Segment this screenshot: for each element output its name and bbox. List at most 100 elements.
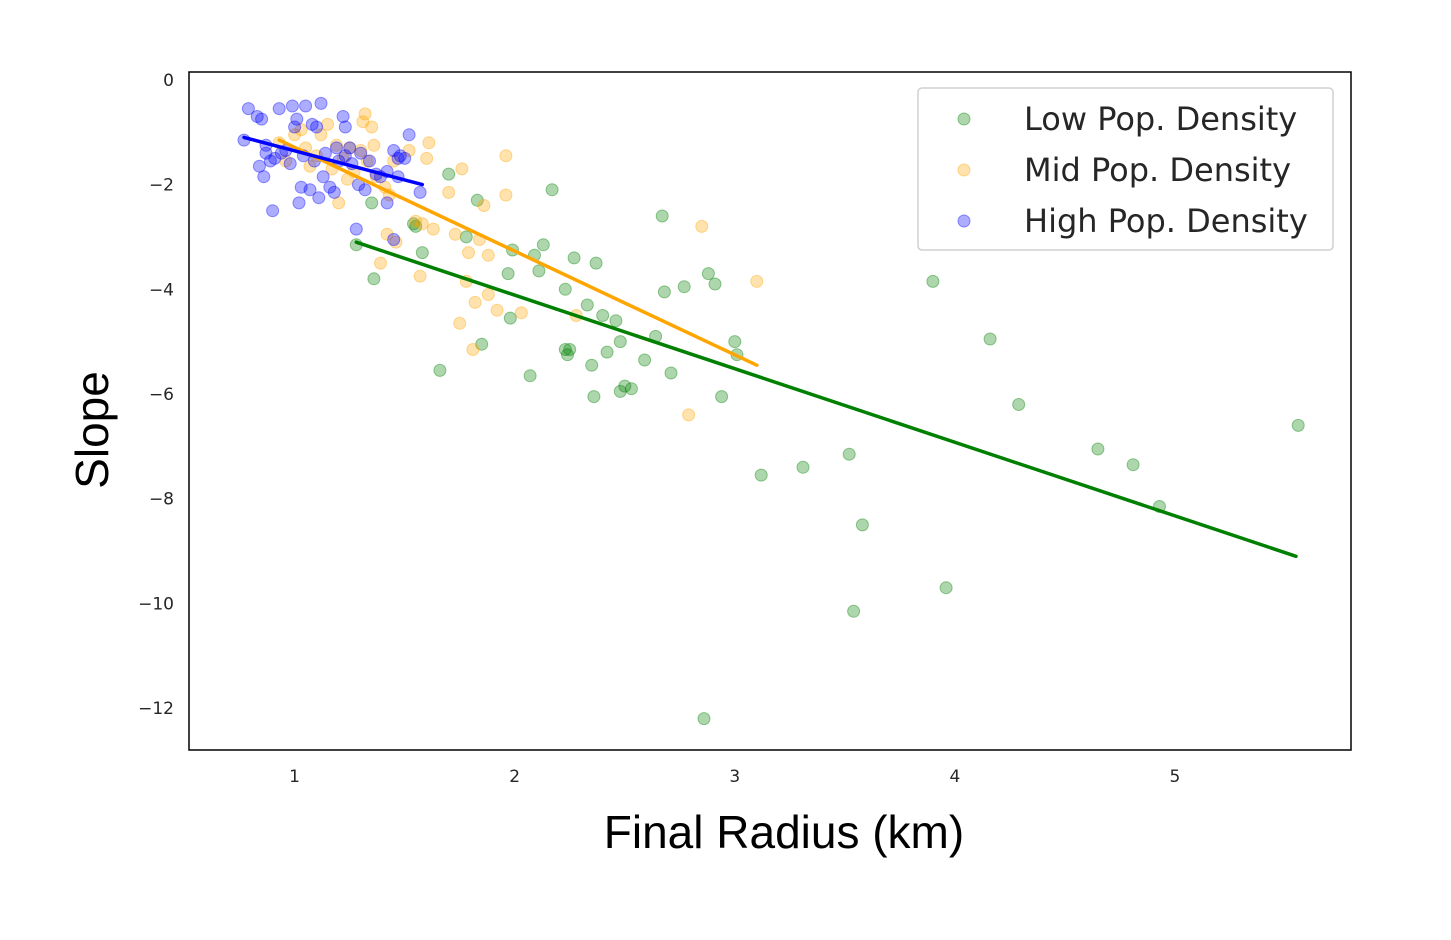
data-point-low-pop-density	[523, 369, 537, 383]
data-point-high-pop-density	[290, 112, 304, 126]
data-point-low-pop-density	[567, 251, 581, 265]
data-point-mid-pop-density	[356, 115, 370, 129]
data-point-low-pop-density	[842, 447, 856, 461]
data-point-low-pop-density	[596, 309, 610, 322]
data-point-low-pop-density	[501, 267, 515, 281]
data-point-low-pop-density	[558, 282, 572, 296]
legend: Low Pop. Density Mid Pop. Density High Pop…	[917, 87, 1334, 251]
legend-marker-mid-pop-density	[957, 163, 971, 177]
data-point-mid-pop-density	[387, 154, 401, 168]
legend-marker-high-pop-density	[957, 214, 971, 228]
data-point-high-pop-density	[402, 128, 416, 142]
data-point-low-pop-density	[475, 337, 489, 351]
legend-label: High Pop. Density	[1024, 202, 1308, 240]
data-point-low-pop-density	[677, 280, 691, 294]
data-point-high-pop-density	[285, 99, 299, 113]
data-point-low-pop-density	[638, 353, 652, 367]
data-point-mid-pop-density	[477, 199, 491, 212]
data-point-low-pop-density	[855, 518, 869, 532]
data-point-high-pop-density	[349, 222, 363, 236]
data-point-low-pop-density	[365, 196, 379, 210]
data-point-mid-pop-density	[365, 120, 379, 134]
data-point-mid-pop-density	[455, 162, 469, 176]
data-point-mid-pop-density	[426, 222, 440, 236]
data-point-low-pop-density	[701, 267, 715, 281]
data-point-high-pop-density	[363, 154, 376, 168]
y-tick-label: −4	[149, 280, 174, 300]
data-point-mid-pop-density	[413, 269, 427, 283]
data-point-low-pop-density	[558, 343, 572, 356]
data-point-high-pop-density	[241, 102, 255, 116]
data-point-mid-pop-density	[422, 136, 436, 150]
x-tick-label: 2	[509, 767, 520, 787]
data-point-low-pop-density	[796, 460, 810, 474]
data-point-high-pop-density	[343, 141, 357, 155]
data-point-low-pop-density	[664, 366, 678, 380]
data-point-mid-pop-density	[332, 196, 346, 210]
y-tick-label: 0	[163, 71, 174, 91]
data-point-high-pop-density	[294, 180, 308, 194]
data-point-high-pop-density	[338, 149, 352, 163]
data-point-low-pop-density	[613, 335, 627, 349]
data-point-high-pop-density	[257, 170, 271, 184]
data-point-high-pop-density	[327, 185, 341, 199]
data-point-mid-pop-density	[462, 246, 475, 260]
data-point-low-pop-density	[1291, 418, 1305, 432]
data-point-mid-pop-density	[389, 235, 403, 249]
data-point-low-pop-density	[939, 581, 953, 595]
data-point-high-pop-density	[266, 204, 280, 218]
data-point-mid-pop-density	[358, 107, 372, 121]
data-point-high-pop-density	[303, 183, 317, 197]
data-point-mid-pop-density	[468, 295, 482, 309]
data-point-high-pop-density	[336, 110, 350, 123]
data-point-low-pop-density	[415, 246, 429, 260]
data-point-mid-pop-density	[279, 154, 293, 168]
data-point-high-pop-density	[288, 120, 302, 134]
data-point-mid-pop-density	[453, 316, 467, 330]
legend-box	[917, 87, 1334, 251]
data-point-low-pop-density	[561, 348, 574, 362]
data-point-mid-pop-density	[682, 408, 696, 422]
fit-line-low-pop-density	[354, 240, 1298, 559]
data-point-low-pop-density	[470, 193, 484, 207]
data-point-mid-pop-density	[481, 288, 495, 301]
data-point-high-pop-density	[380, 196, 394, 210]
data-point-mid-pop-density	[499, 188, 513, 202]
data-point-mid-pop-density	[288, 128, 302, 142]
data-point-low-pop-density	[563, 343, 577, 356]
data-point-low-pop-density	[367, 272, 381, 286]
data-point-low-pop-density	[1091, 442, 1105, 456]
data-point-mid-pop-density	[750, 274, 764, 288]
data-point-low-pop-density	[409, 219, 423, 233]
data-point-mid-pop-density	[343, 141, 357, 155]
data-point-high-pop-density	[316, 170, 330, 184]
data-point-low-pop-density	[655, 209, 669, 223]
data-point-high-pop-density	[263, 154, 277, 168]
data-point-high-pop-density	[338, 120, 352, 134]
data-point-low-pop-density	[609, 314, 623, 328]
data-point-high-pop-density	[314, 96, 328, 110]
data-point-high-pop-density	[413, 185, 427, 199]
data-point-low-pop-density	[442, 167, 456, 181]
data-point-high-pop-density	[387, 233, 401, 246]
x-tick-label: 5	[1169, 767, 1180, 787]
data-point-low-pop-density	[657, 285, 671, 299]
fit-line-high-pop-density	[242, 135, 425, 187]
y-tick-label: −6	[149, 385, 174, 405]
fit-line-mid-pop-density	[277, 138, 759, 367]
y-tick-label: −12	[138, 699, 174, 719]
data-point-high-pop-density	[387, 144, 401, 157]
data-point-mid-pop-density	[374, 256, 387, 270]
x-tick-label: 3	[729, 767, 740, 787]
data-point-high-pop-density	[283, 157, 297, 171]
data-point-mid-pop-density	[303, 159, 317, 173]
y-tick-label: −10	[138, 594, 174, 614]
data-point-low-pop-density	[587, 390, 601, 404]
data-point-high-pop-density	[310, 120, 324, 134]
legend-label: Low Pop. Density	[1024, 100, 1297, 138]
y-axis-title: Slope	[66, 371, 118, 489]
data-point-low-pop-density	[532, 264, 546, 278]
data-point-mid-pop-density	[420, 151, 434, 165]
data-point-low-pop-density	[600, 345, 614, 359]
data-point-low-pop-density	[754, 468, 768, 482]
